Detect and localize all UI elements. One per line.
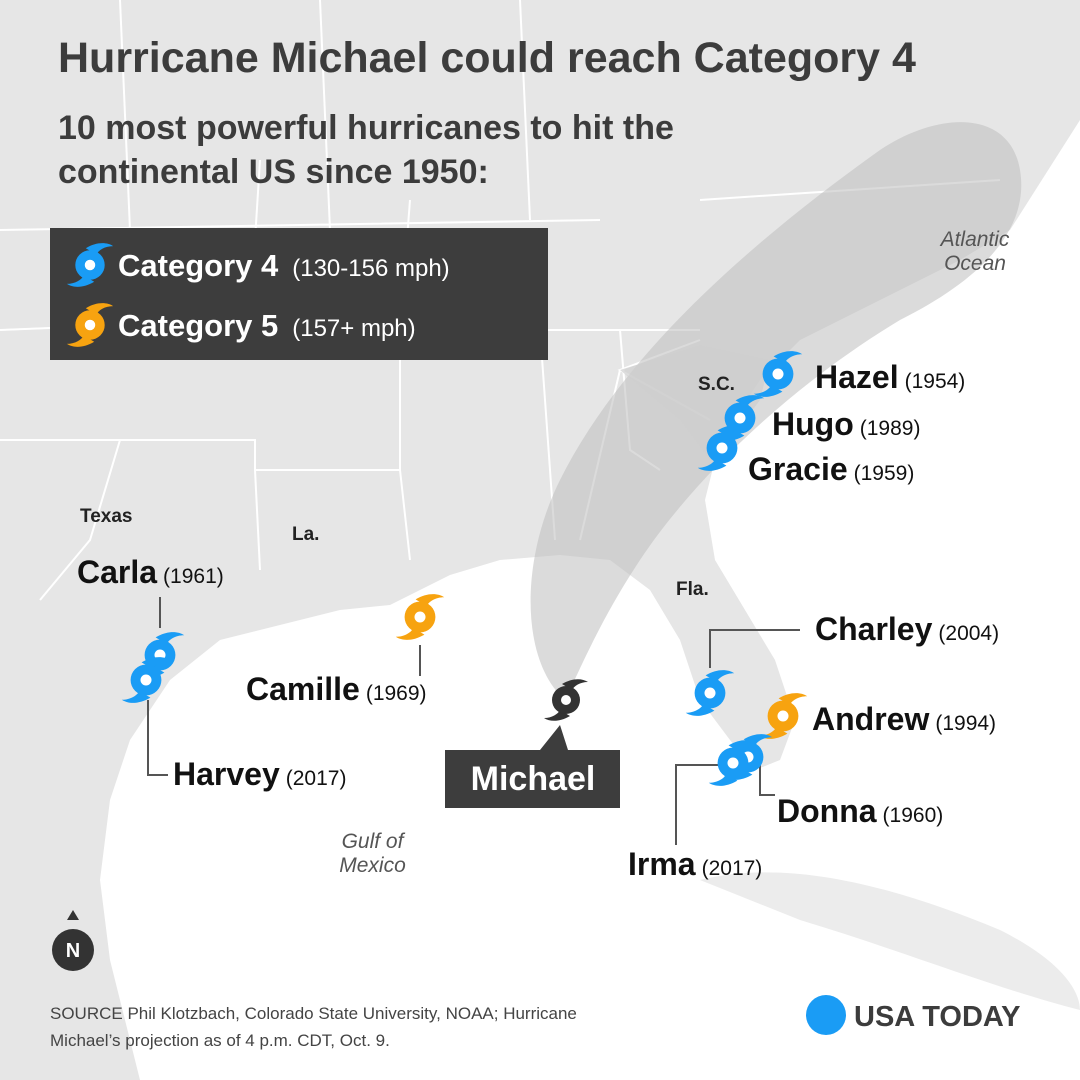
water-label: Atlantic Ocean <box>940 228 1010 275</box>
hurricane-label: Irma (2017) <box>628 846 762 882</box>
hurricane-label: Hazel (1954) <box>815 359 965 395</box>
legend-range: (157+ mph) <box>292 315 415 342</box>
michael-box <box>445 725 620 808</box>
legend-label: Category 5 <box>118 308 278 343</box>
brand: USA TODAY <box>854 1001 1021 1033</box>
hurricane-label: Charley (2004) <box>815 611 999 647</box>
north-label: N <box>66 940 80 962</box>
hurricane-year: (1969) <box>366 682 427 705</box>
region-label: Texas <box>80 506 132 527</box>
hurricane-name: Andrew <box>812 701 929 737</box>
title: Hurricane Michael could reach Category 4 <box>58 34 916 82</box>
hurricane-year: (1959) <box>854 462 915 485</box>
hurricane-name: Camille <box>246 671 360 707</box>
hurricane-label: Donna (1960) <box>777 793 943 829</box>
hurricane-year: (1954) <box>905 370 966 393</box>
land-south <box>700 872 1080 1010</box>
brand-dot <box>806 995 846 1035</box>
hurricane-name: Hazel <box>815 359 899 395</box>
hurricane-label: Hugo (1989) <box>772 406 920 442</box>
hurricane-year: (2004) <box>938 622 999 645</box>
region-label: Fla. <box>676 579 709 600</box>
hurricane-year: (1961) <box>163 565 224 588</box>
hurricane-year: (2017) <box>702 857 763 880</box>
water-label: Gulf of Mexico <box>339 830 406 877</box>
hurricane-year: (1960) <box>883 804 944 827</box>
hurricane-year: (1994) <box>935 712 996 735</box>
region-label: S.C. <box>698 374 735 395</box>
hurricane-name: Donna <box>777 793 877 829</box>
hurricane-name: Hugo <box>772 406 854 442</box>
legend-range: (130-156 mph) <box>292 255 449 282</box>
hurricane-year: (2017) <box>286 767 347 790</box>
hurricane-name: Gracie <box>748 451 848 487</box>
hurricane-name: Charley <box>815 611 933 647</box>
hurricane-label: Gracie (1959) <box>748 451 914 487</box>
north-arrow <box>52 910 94 971</box>
subtitle: 10 most powerful hurricanes to hit the c… <box>58 109 674 191</box>
leader-lines <box>147 597 800 845</box>
hurricane-label: Camille (1969) <box>246 671 427 707</box>
hurricane-name: Irma <box>628 846 696 882</box>
legend-entry: Category 5 (157+ mph) <box>118 308 416 343</box>
hurricane-name: Harvey <box>173 756 280 792</box>
hurricane-label: Harvey (2017) <box>173 756 346 792</box>
hurricane-name: Carla <box>77 554 157 590</box>
forecast-cone <box>530 122 1022 701</box>
legend-entry: Category 4 (130-156 mph) <box>118 248 450 283</box>
hurricane-year: (1989) <box>860 417 921 440</box>
legend-box <box>50 228 548 360</box>
hurricane-label: Andrew (1994) <box>812 701 996 737</box>
region-label: La. <box>292 524 319 545</box>
michael-label: Michael <box>471 760 596 798</box>
hurricane-label: Carla (1961) <box>77 554 224 590</box>
legend-label: Category 4 <box>118 248 279 283</box>
source: SOURCE Phil Klotzbach, Colorado State Un… <box>50 1004 577 1050</box>
